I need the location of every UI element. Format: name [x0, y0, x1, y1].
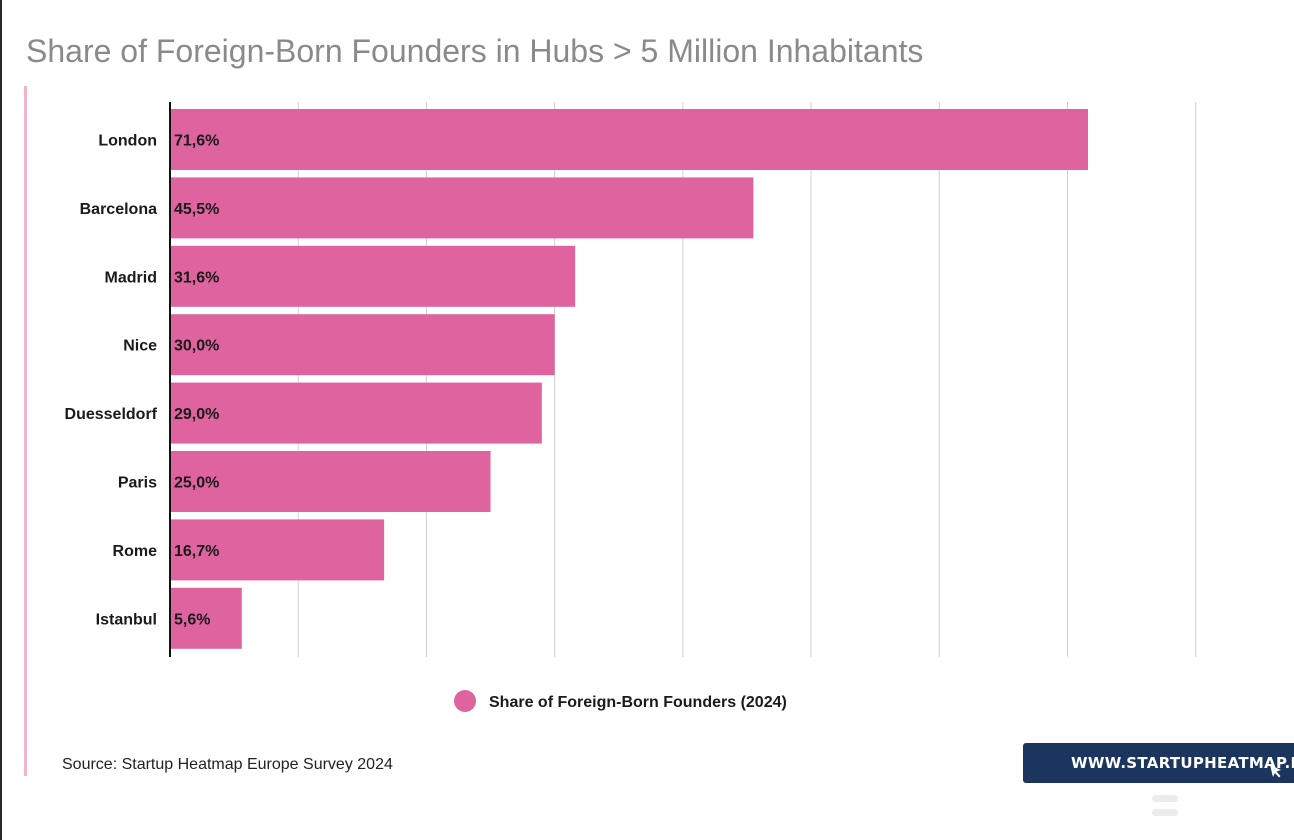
data-label: 71,6% — [174, 133, 219, 150]
window-frame-edge — [0, 0, 2, 840]
category-label: Barcelona — [80, 201, 157, 218]
data-label: 25,0% — [174, 475, 219, 492]
data-label: 30,0% — [174, 338, 219, 355]
bar — [170, 451, 491, 512]
website-badge[interactable]: WWW.STARTUPHEATMAP.EU — [1023, 743, 1294, 783]
legend-swatch — [454, 690, 476, 712]
category-label: Madrid — [105, 269, 157, 286]
category-label: Istanbul — [96, 611, 157, 628]
bar-chart: London 71,6% Barcelona 45,5% Madrid 31,6% Nice… — [65, 102, 1197, 712]
bar — [170, 587, 242, 649]
category-label: Rome — [113, 543, 158, 560]
category-label: Paris — [118, 475, 157, 492]
category-label: Nice — [123, 338, 157, 355]
source-note: Source: Startup Heatmap Europe Survey 20… — [62, 756, 393, 773]
data-label: 31,6% — [174, 269, 219, 286]
data-label: 5,6% — [174, 611, 210, 628]
bar — [170, 519, 385, 581]
data-label: 29,0% — [174, 406, 219, 423]
bar — [170, 245, 576, 307]
category-label: London — [98, 133, 157, 150]
legend-label: Share of Foreign-Born Founders (2024) — [489, 694, 787, 711]
category-label: Duesseldorf — [65, 406, 158, 423]
ghost-decoration — [1152, 795, 1178, 823]
data-label: 45,5% — [174, 201, 219, 218]
bar — [170, 382, 542, 444]
website-badge-label: WWW.STARTUPHEATMAP.EU — [1071, 754, 1294, 772]
bar — [170, 314, 555, 376]
bar — [170, 109, 1088, 170]
bar — [170, 177, 754, 239]
data-label: 16,7% — [174, 543, 219, 560]
cursor-arrow-icon — [1270, 765, 1281, 778]
accent-rule — [24, 86, 27, 776]
chart-title: Share of Foreign-Born Founders in Hubs >… — [26, 33, 924, 69]
